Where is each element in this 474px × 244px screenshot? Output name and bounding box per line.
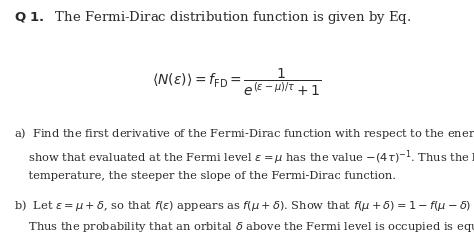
Text: $\langle N(\varepsilon)\rangle = f_{\mathrm{FD}} = \dfrac{1}{e^{(\varepsilon-\mu: $\langle N(\varepsilon)\rangle = f_{\mat…	[152, 66, 322, 98]
Text: a)  Find the first derivative of the Fermi-Dirac function with respect to the en: a) Find the first derivative of the Ferm…	[14, 126, 474, 141]
Text: b)  Let $\varepsilon = \mu + \delta$, so that $f(\varepsilon)$ appears as $f(\mu: b) Let $\varepsilon = \mu + \delta$, so …	[14, 198, 472, 213]
Text: temperature, the steeper the slope of the Fermi-Dirac function.: temperature, the steeper the slope of th…	[14, 171, 396, 181]
Text: the probability that an orbital $\delta$ below the Fermi level is vacant, thus t: the probability that an orbital $\delta$…	[14, 243, 474, 244]
Text: $\mathbf{Q\ 1.}$  The Fermi-Dirac distribution function is given by Eq.: $\mathbf{Q\ 1.}$ The Fermi-Dirac distrib…	[14, 9, 411, 26]
Text: show that evaluated at the Fermi level $\varepsilon = \mu$ has the value $-(4\ta: show that evaluated at the Fermi level $…	[14, 148, 474, 167]
Text: Thus the probability that an orbital $\delta$ above the Fermi level is occupied : Thus the probability that an orbital $\d…	[14, 220, 474, 234]
